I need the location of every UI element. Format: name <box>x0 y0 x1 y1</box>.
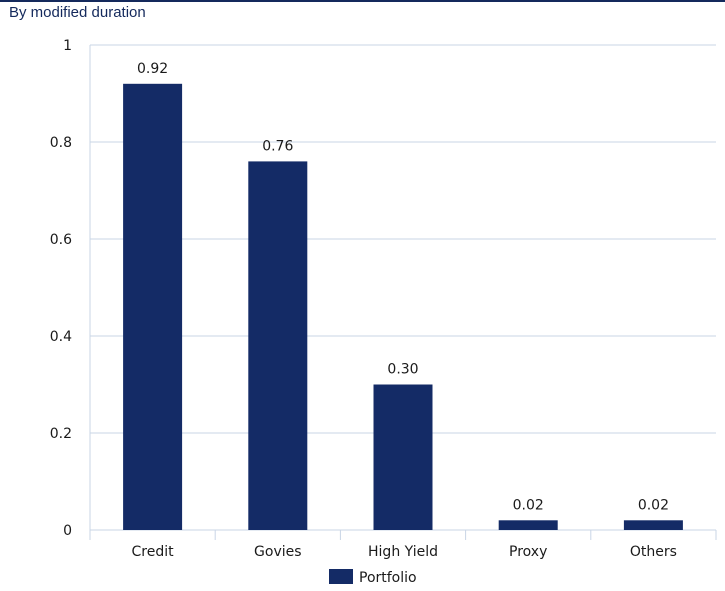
legend-swatch <box>329 569 353 584</box>
x-tick-label: Proxy <box>509 544 547 560</box>
legend-label: Portfolio <box>359 570 417 586</box>
header-rule <box>0 0 725 2</box>
x-tick-label: High Yield <box>368 544 438 560</box>
data-label: 0.02 <box>638 497 669 513</box>
bar-others <box>623 520 683 530</box>
x-tick-label: Others <box>630 544 677 560</box>
bar-credit <box>123 83 183 531</box>
y-axis-ticks: 0 0.2 0.4 0.6 0.8 1 <box>50 38 72 539</box>
x-tick-label: Credit <box>132 544 175 560</box>
x-axis-ticks: Credit Govies High Yield Proxy Others <box>132 544 677 560</box>
y-tick-label: 0 <box>63 523 72 539</box>
data-label: 0.30 <box>387 362 418 378</box>
bar-proxy <box>498 520 558 530</box>
chart-subtitle: By modified duration <box>9 4 146 21</box>
bar-high-yield <box>373 384 433 530</box>
y-tick-label: 1 <box>63 38 72 54</box>
data-labels: 0.92 0.76 0.30 0.02 0.02 <box>137 61 669 513</box>
bar-govies <box>248 161 308 530</box>
y-tick-label: 0.6 <box>50 232 72 248</box>
data-label: 0.02 <box>513 497 544 513</box>
data-label: 0.76 <box>262 138 293 154</box>
x-tick-label: Govies <box>254 544 302 560</box>
legend: Portfolio <box>329 569 417 586</box>
y-tick-label: 0.4 <box>50 329 72 345</box>
data-label: 0.92 <box>137 61 168 77</box>
y-tick-label: 0.8 <box>50 135 72 151</box>
y-tick-label: 0.2 <box>50 426 72 442</box>
bars <box>123 83 683 531</box>
